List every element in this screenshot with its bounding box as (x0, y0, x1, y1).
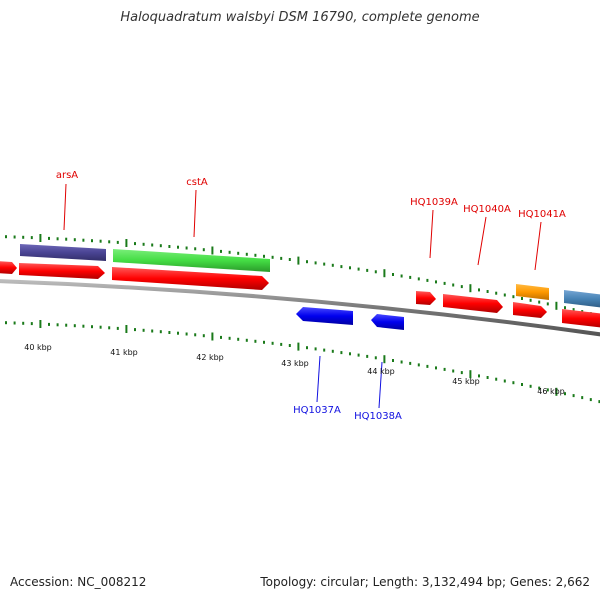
kbp-label: 45 kbp (452, 377, 480, 386)
gene-label-cstA-text: cstA (186, 177, 208, 188)
cds-arrow-forward (0, 261, 17, 274)
gene-label-HQ1040A-text: HQ1040A (463, 204, 511, 215)
cds-arrow-cstA (112, 267, 269, 290)
kbp-label: 41 kbp (110, 348, 138, 357)
cog-bar-orange (516, 284, 549, 300)
gene-label-HQ1039A-text: HQ1039A (410, 197, 458, 208)
cds-arrow-HQ1037A (296, 307, 353, 325)
upper-tick-ring (5, 234, 600, 318)
kbp-label: 40 kbp (24, 343, 52, 352)
gene-label-HQ1041A-text: HQ1041A (518, 209, 566, 220)
gene-label-HQ1040A: HQ1040A (463, 204, 511, 266)
gene-label-cstA: cstA (186, 177, 208, 238)
gene-label-arsA-text: arsA (56, 170, 78, 181)
kbp-label: 42 kbp (196, 353, 224, 362)
cds-arrow-HQ1039A (416, 291, 436, 305)
accession-text: Accession: NC_008212 (10, 575, 147, 589)
kbp-label: 43 kbp (281, 359, 309, 368)
cog-bar-steelblue (564, 290, 600, 308)
gene-label-HQ1037A: HQ1037A (293, 355, 341, 416)
gene-label-HQ1037A-text: HQ1037A (293, 405, 341, 416)
kbp-label: 46 kbp (537, 387, 565, 396)
kbp-scale: 40 kbp 41 kbp 42 kbp 43 kbp 44 kbp 45 kb… (24, 343, 565, 396)
gene-label-arsA: arsA (56, 170, 78, 231)
genome-stats-text: Topology: circular; Length: 3,132,494 bp… (260, 575, 590, 589)
gene-label-HQ1038A: HQ1038A (354, 361, 402, 422)
cds-arrow-HQ1040A (443, 294, 503, 313)
gene-label-HQ1041A: HQ1041A (518, 209, 566, 271)
cds-arrow-HQ1041A (513, 302, 547, 318)
gene-label-HQ1038A-text: HQ1038A (354, 411, 402, 422)
cog-bar-purple (20, 244, 106, 261)
cds-arrow-HQ1038A (371, 314, 404, 330)
genome-backbone (0, 279, 600, 337)
lower-tick-ring (5, 320, 600, 404)
gene-label-HQ1039A: HQ1039A (410, 197, 458, 259)
cds-arrow-forward-right (562, 309, 600, 328)
cds-arrow-arsA (19, 263, 105, 279)
kbp-label: 44 kbp (367, 367, 395, 376)
cog-bar-green (113, 249, 270, 272)
page-title: Haloquadratum walsbyi DSM 16790, complet… (120, 10, 480, 25)
